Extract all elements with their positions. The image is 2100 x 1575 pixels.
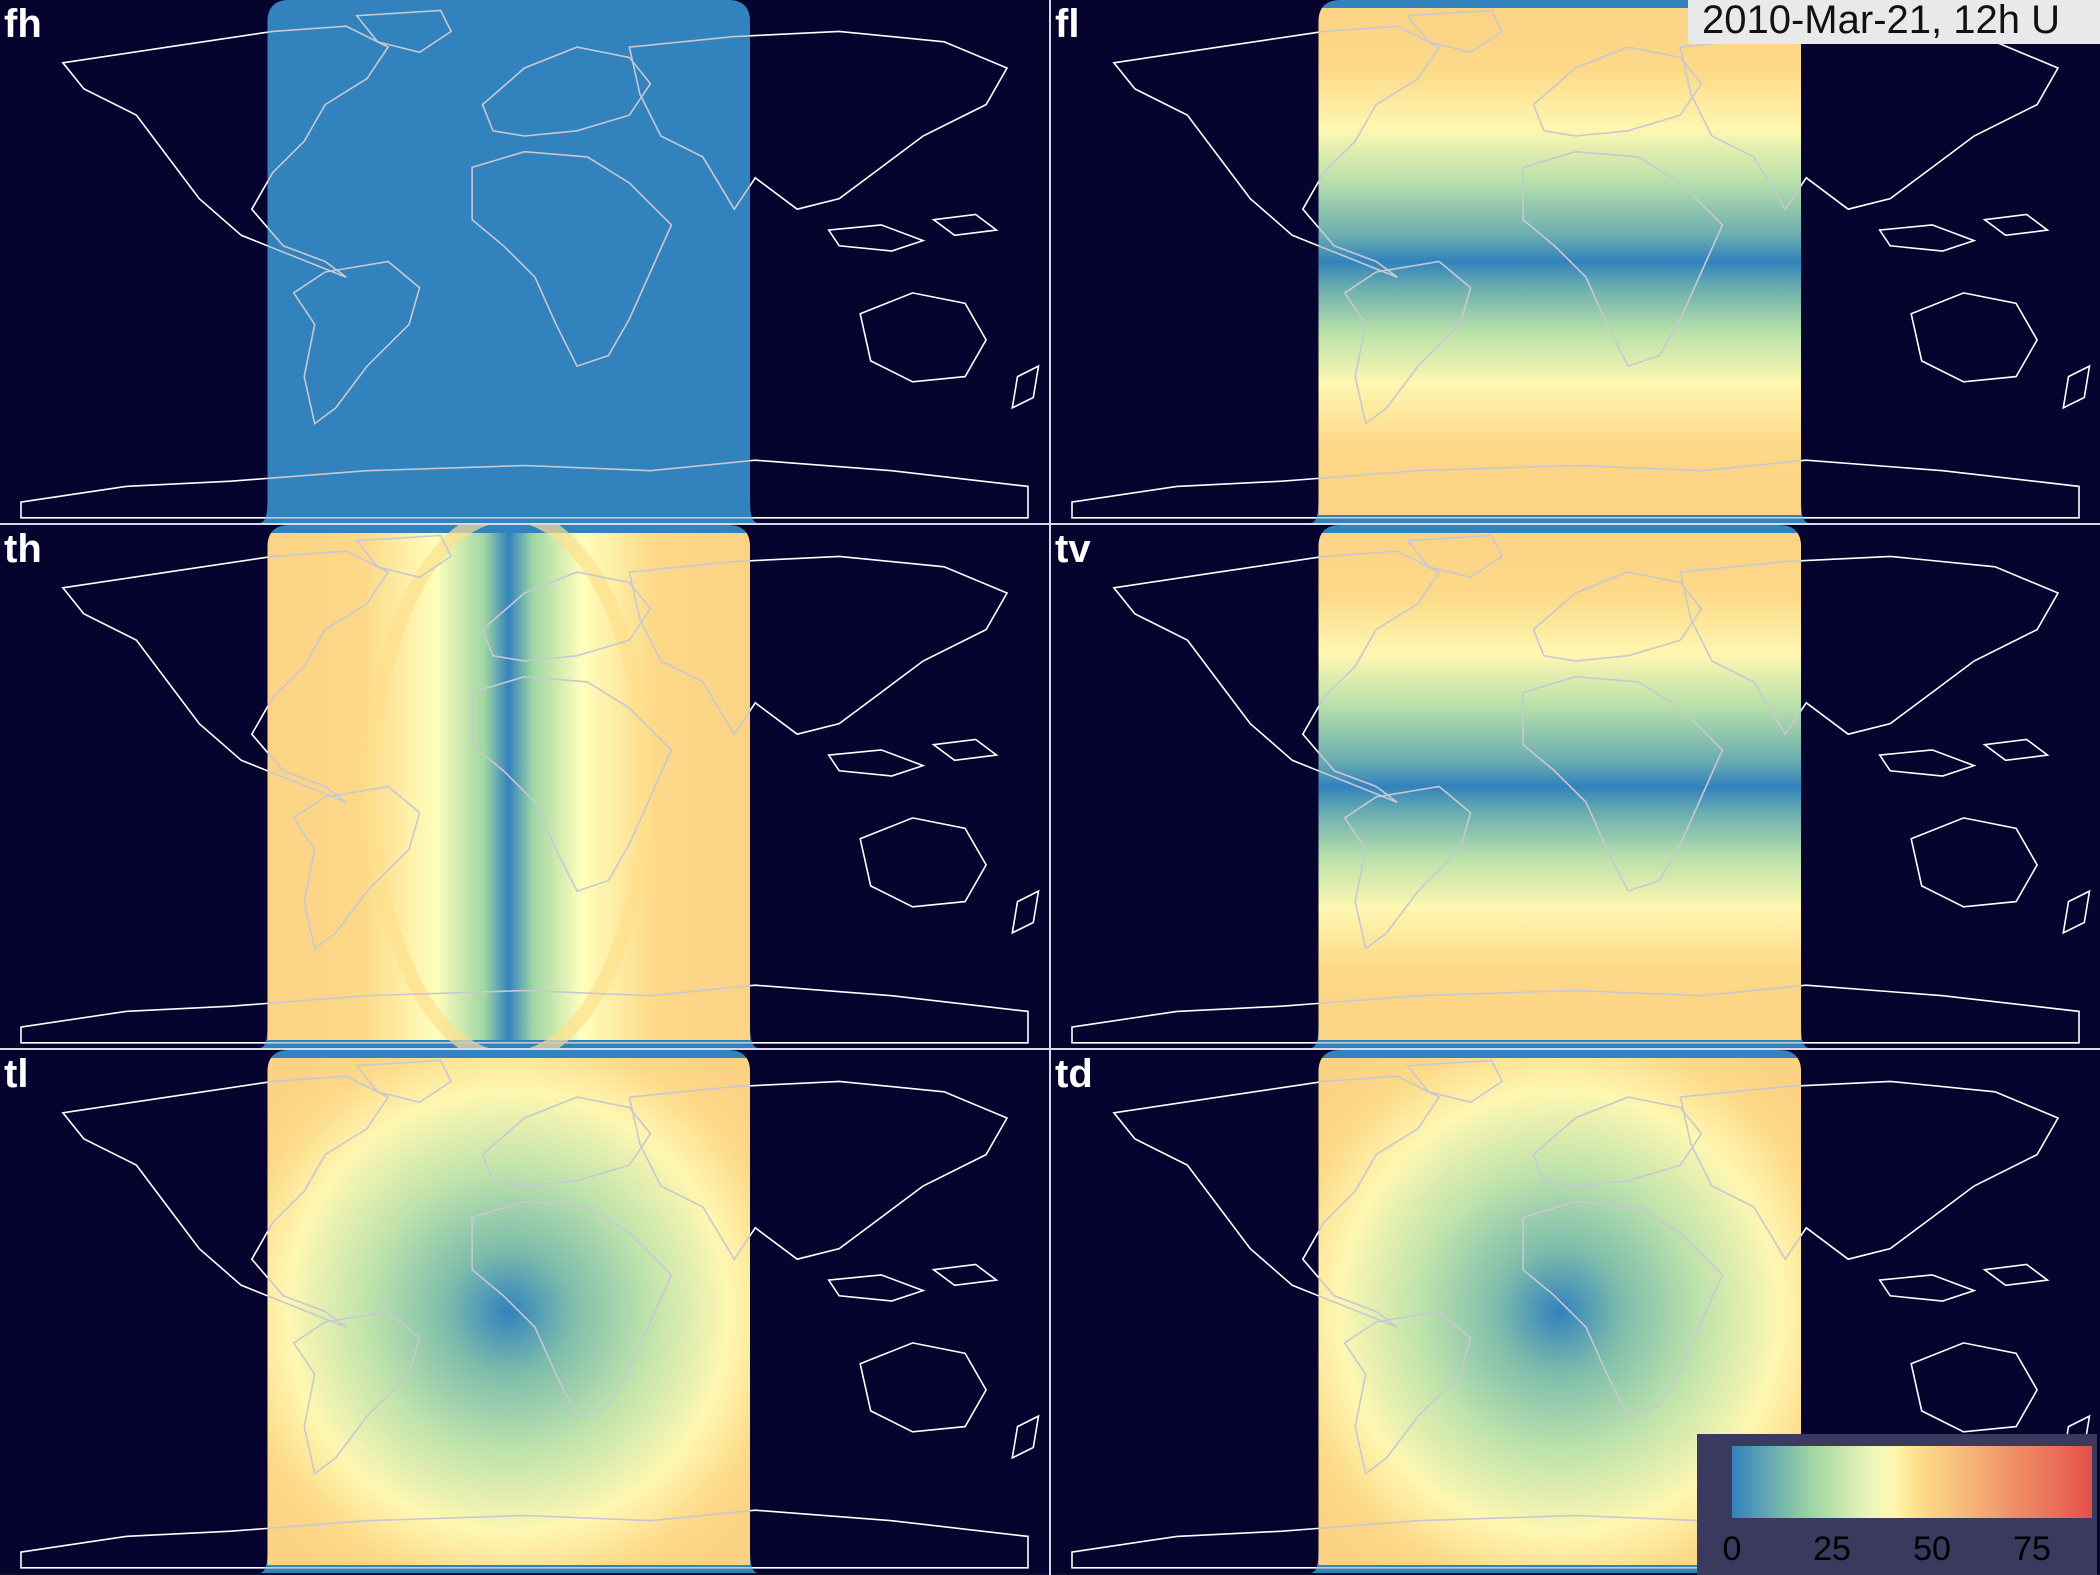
map-panel-fh: fh <box>0 0 1049 523</box>
legend-tick-label: 50 <box>1913 1530 1951 1568</box>
legend-tick-label: 75 <box>2013 1530 2051 1568</box>
world-map-tv <box>1051 525 2100 1048</box>
world-map-fl <box>1051 0 2100 523</box>
timestamp-label: 2010-Mar-21, 12h U <box>1688 0 2100 44</box>
legend-color-bar <box>1732 1446 2092 1518</box>
panel-label-tv: tv <box>1055 527 1091 571</box>
panel-label-td: td <box>1055 1052 1093 1096</box>
panel-label-fl: fl <box>1055 2 1080 46</box>
legend-tick-label: 25 <box>1813 1530 1851 1568</box>
map-panel-th: th <box>0 525 1049 1048</box>
legend-tick-label: 0 <box>1722 1530 1742 1568</box>
panel-label-tl: tl <box>4 1052 29 1096</box>
map-panel-tl: tl <box>0 1050 1049 1573</box>
map-panel-tv: tv <box>1051 525 2100 1048</box>
panel-label-th: th <box>4 527 42 571</box>
world-map-fh <box>0 0 1049 523</box>
panel-divider <box>1049 0 1051 1575</box>
world-map-tl <box>0 1050 1049 1573</box>
panel-label-fh: fh <box>4 2 42 46</box>
map-panel-fl: fl <box>1051 0 2100 523</box>
world-map-th <box>0 525 1049 1048</box>
panel-divider <box>0 523 2100 525</box>
color-legend: 0 25 50 75 <box>1697 1434 2097 1575</box>
panel-divider <box>0 1048 2100 1050</box>
